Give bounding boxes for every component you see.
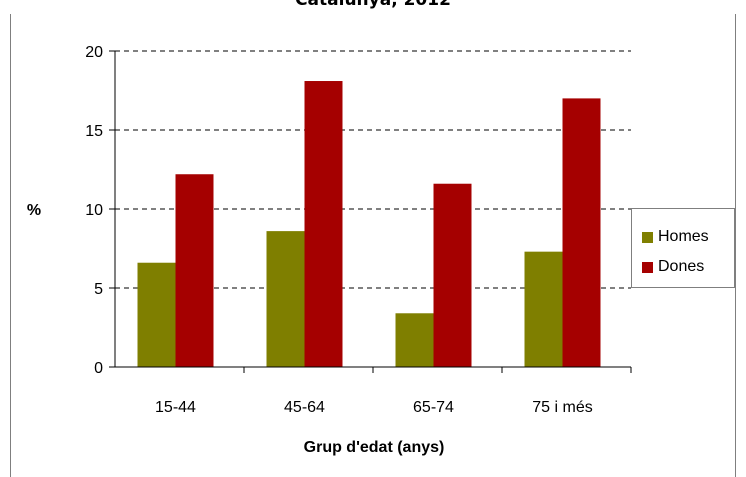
bar-dones-0 [175, 174, 214, 367]
legend-item-dones: Dones [642, 257, 704, 277]
bars [137, 81, 601, 368]
legend-swatch-homes [642, 231, 653, 243]
x-tick-label: 65-74 [413, 399, 454, 416]
y-tick-label: 15 [85, 123, 103, 140]
legend-label-dones: Dones [658, 258, 705, 275]
x-tick-label: 45-64 [284, 399, 325, 416]
bar-homes-1 [266, 231, 305, 367]
y-tick-labels: 0 5 10 15 20 [85, 44, 103, 377]
legend-item-homes: Homes [642, 227, 709, 247]
axes [109, 50, 632, 373]
x-tick-label: 75 i més [532, 399, 592, 416]
bar-homes-3 [524, 251, 563, 367]
y-axis-label: % [27, 202, 41, 219]
y-tick-label: 5 [94, 281, 103, 298]
x-tick-labels: 15-44 45-64 65-74 75 i més [155, 399, 593, 416]
legend-label-homes: Homes [658, 228, 709, 245]
chart-frame [10, 14, 736, 477]
legend-swatch-dones [642, 261, 653, 273]
bar-homes-2 [395, 313, 434, 367]
bar-dones-1 [304, 81, 343, 368]
x-tick-label: 15-44 [155, 399, 196, 416]
bar-dones-2 [433, 183, 472, 367]
y-tick-label: 0 [94, 360, 103, 377]
x-axis-label: Grup d'edat (anys) [304, 439, 445, 456]
bar-dones-3 [562, 98, 601, 368]
legend: Homes Dones [631, 208, 735, 288]
y-tick-label: 20 [85, 44, 103, 61]
bar-homes-0 [137, 262, 176, 367]
y-tick-label: 10 [85, 202, 103, 219]
chart-title: Catalunya, 2012 [295, 0, 451, 10]
